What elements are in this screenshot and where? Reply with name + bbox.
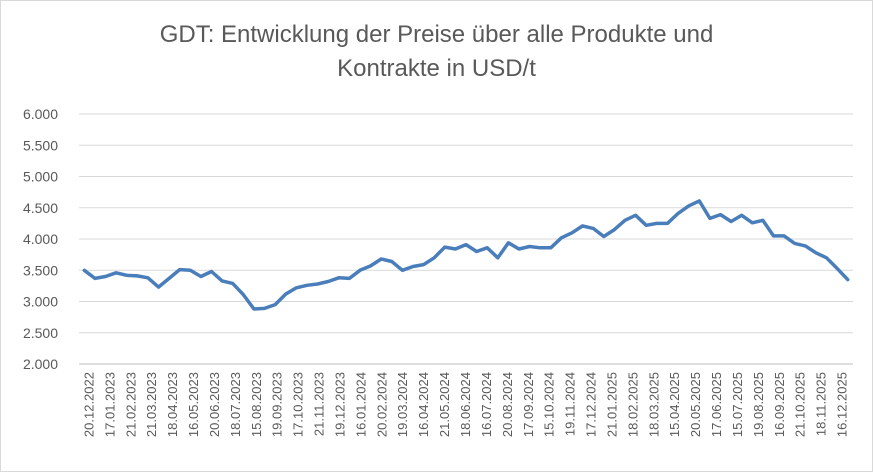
chart-title-line-2: Kontrakte in USD/t	[337, 55, 536, 82]
y-tick-label: 2.500	[23, 325, 58, 341]
x-tick-label: 18.07.2023	[228, 372, 243, 437]
y-tick-label: 4.500	[23, 200, 58, 216]
x-tick-label: 16.12.2025	[835, 372, 850, 437]
y-axis: 2.000 2.500 3.000 3.500 4.000 4.500 5.000 5.500…	[23, 106, 58, 372]
y-tick-label: 4.000	[23, 231, 58, 247]
y-tick-label: 2.000	[23, 356, 58, 372]
x-tick-label: 19.11.2024	[563, 372, 578, 436]
x-tick-label: 21.11.2023	[312, 372, 327, 436]
x-tick-label: 20.08.2024	[500, 372, 515, 437]
gridlines	[79, 113, 853, 365]
x-axis: 20.12.2022 17.01.2023 21.02.2023 21.03.2023…	[79, 363, 853, 437]
x-tick-label: 21.05.2024	[437, 372, 452, 437]
x-tick-label: 20.02.2024	[374, 372, 389, 437]
x-tick-label: 21.03.2023	[144, 372, 159, 437]
series	[82, 199, 850, 311]
x-tick-label: 20.06.2023	[207, 372, 222, 437]
x-tick-label: 19.03.2024	[395, 372, 410, 437]
x-tick-label: 21.10.2025	[793, 372, 808, 437]
y-tick-label: 3.500	[23, 262, 58, 278]
x-tick-label: 16.09.2025	[772, 372, 787, 437]
y-tick-label: 3.000	[23, 294, 58, 310]
x-tick-label: 17.09.2024	[521, 372, 536, 437]
x-tick-label: 15.07.2025	[730, 372, 745, 437]
y-tick-label: 5.000	[23, 169, 58, 185]
x-tick-label: 18.02.2025	[625, 372, 640, 437]
x-tick-label: 16.01.2024	[353, 372, 368, 437]
x-tick-label: 18.04.2023	[165, 372, 180, 437]
x-tick-label: 17.06.2025	[709, 372, 724, 437]
x-tick-label: 19.09.2023	[270, 372, 285, 437]
x-tick-label: 15.10.2024	[542, 372, 557, 437]
y-tick-label: 5.500	[23, 137, 58, 153]
x-tick-label: 15.08.2023	[249, 372, 264, 437]
chart-title: GDT: Entwicklung der Preise über alle Pr…	[0, 18, 873, 86]
price-line	[82, 199, 850, 311]
x-tick-label: 19.08.2025	[751, 372, 766, 437]
x-tick-label: 16.07.2024	[479, 372, 494, 437]
x-tick-label: 17.10.2023	[291, 372, 306, 437]
chart-title-line-1: GDT: Entwicklung der Preise über alle Pr…	[159, 21, 714, 48]
y-tick-label: 6.000	[23, 106, 58, 122]
x-tick-label: 18.06.2024	[458, 372, 473, 437]
x-tick-label: 20.12.2022	[81, 372, 96, 437]
x-tick-label: 16.04.2024	[416, 372, 431, 437]
x-tick-label: 21.01.2025	[604, 372, 619, 437]
x-tick-label: 17.01.2023	[102, 372, 117, 437]
x-tick-label: 20.05.2025	[688, 372, 703, 437]
x-tick-label: 17.12.2024	[584, 372, 599, 437]
x-tick-label: 15.04.2025	[667, 372, 682, 437]
x-tick-label: 18.03.2025	[646, 372, 661, 437]
x-tick-label: 18.11.2025	[814, 372, 829, 436]
x-tick-label: 16.05.2023	[186, 372, 201, 437]
x-tick-label: 21.02.2023	[123, 372, 138, 437]
x-tick-label: 19.12.2023	[332, 372, 347, 437]
